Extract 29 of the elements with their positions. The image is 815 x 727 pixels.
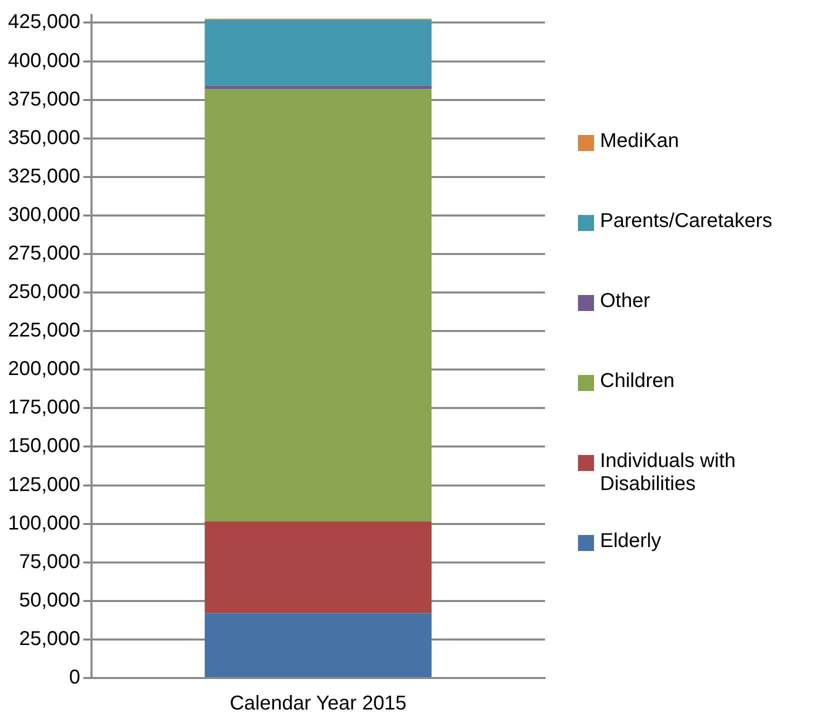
- y-tick-label: 50,000: [19, 589, 80, 612]
- x-tick-label: Calendar Year 2015: [230, 692, 407, 715]
- y-tick-label: 325,000: [8, 165, 80, 188]
- y-tick-label: 100,000: [8, 512, 80, 534]
- y-tick-label: 175,000: [8, 396, 80, 419]
- y-tick-label: 400,000: [8, 50, 80, 72]
- bar: [204, 521, 432, 614]
- y-tick-label: 300,000: [8, 204, 80, 226]
- y-tick-label: 0: [69, 666, 80, 689]
- legend-label: Children: [600, 370, 674, 393]
- bar: [204, 89, 432, 522]
- y-tick-label: 25,000: [19, 628, 80, 650]
- bar: [204, 20, 432, 86]
- legend-label: Elderly: [600, 530, 662, 553]
- legend-label: Other: [600, 290, 650, 313]
- bar: [204, 613, 432, 677]
- y-tick-label: 75,000: [19, 550, 80, 573]
- y-tick-label: 350,000: [8, 126, 80, 149]
- y-tick-label: 250,000: [8, 281, 80, 304]
- legend-label: Individuals with Disabilities: [600, 450, 737, 496]
- legend-label: MediKan: [600, 130, 679, 153]
- y-tick-label: 200,000: [8, 358, 80, 380]
- y-tick-label: 125,000: [8, 474, 80, 496]
- y-tick-label: 150,000: [8, 435, 80, 458]
- y-tick-label: 425,000: [8, 11, 80, 34]
- y-tick-label: 375,000: [8, 88, 80, 110]
- y-tick-label: 275,000: [8, 242, 80, 265]
- y-tick-label: 225,000: [8, 320, 80, 342]
- legend-label: Parents/Caretakers: [600, 210, 772, 233]
